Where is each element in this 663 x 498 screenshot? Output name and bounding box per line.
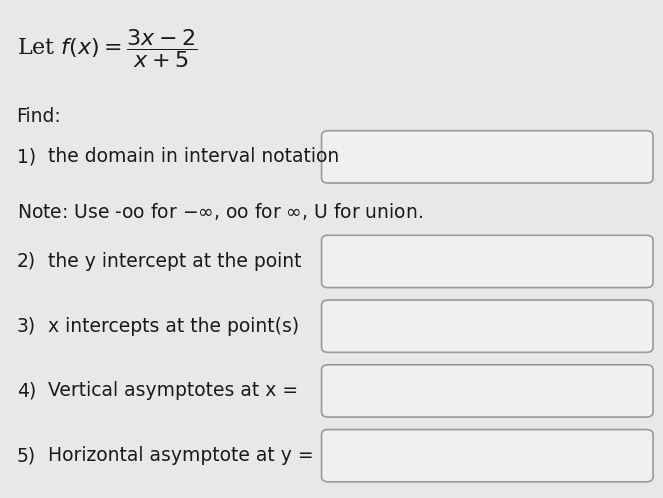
Text: 4): 4)	[17, 381, 36, 400]
FancyBboxPatch shape	[322, 236, 653, 287]
Text: Horizontal asymptote at y =: Horizontal asymptote at y =	[48, 446, 314, 465]
FancyBboxPatch shape	[322, 429, 653, 482]
FancyBboxPatch shape	[322, 300, 653, 353]
Text: 3): 3)	[17, 317, 36, 336]
Text: 5): 5)	[17, 446, 36, 465]
Text: the y intercept at the point: the y intercept at the point	[48, 252, 302, 271]
Text: Find:: Find:	[17, 107, 61, 126]
Text: Vertical asymptotes at x =: Vertical asymptotes at x =	[48, 381, 298, 400]
FancyBboxPatch shape	[322, 130, 653, 183]
Text: the domain in interval notation: the domain in interval notation	[48, 147, 339, 166]
FancyBboxPatch shape	[322, 365, 653, 417]
Text: x intercepts at the point(s): x intercepts at the point(s)	[48, 317, 300, 336]
Text: Let $f(x) = \dfrac{3x - 2}{x + 5}$: Let $f(x) = \dfrac{3x - 2}{x + 5}$	[17, 27, 197, 70]
Text: 2): 2)	[17, 252, 36, 271]
Text: 1): 1)	[17, 147, 36, 166]
Text: Note: Use -oo for $-\infty$, oo for $\infty$, U for union.: Note: Use -oo for $-\infty$, oo for $\in…	[17, 201, 423, 222]
